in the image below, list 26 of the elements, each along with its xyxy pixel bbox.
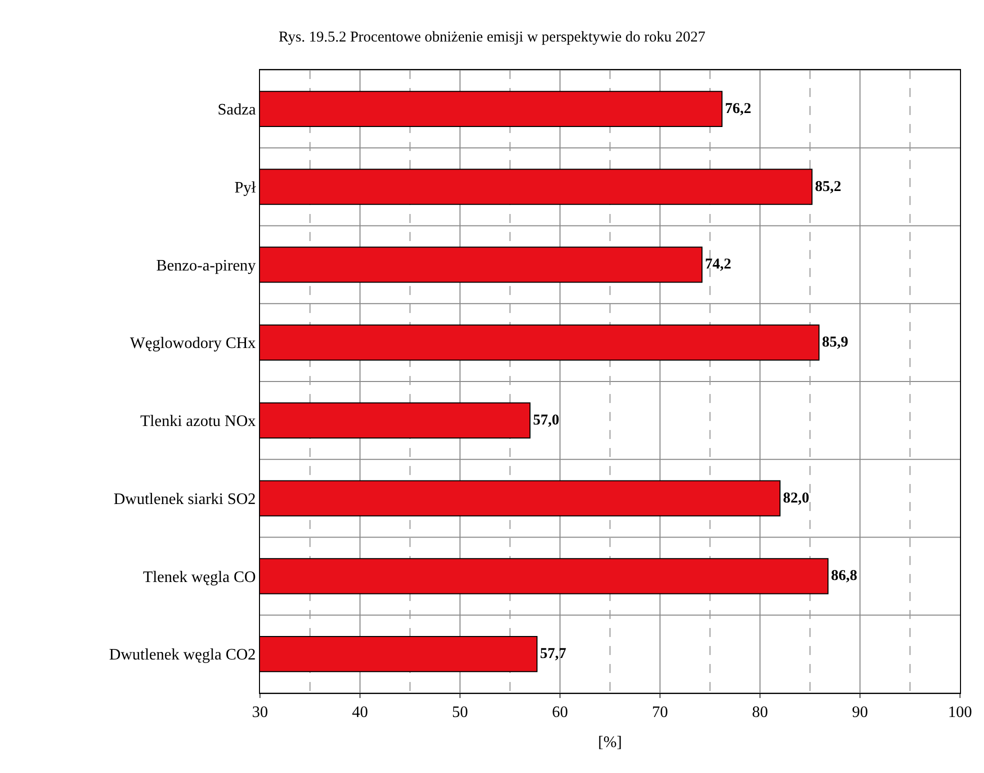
data-label: 86,8 xyxy=(831,568,858,584)
data-label: 57,0 xyxy=(533,412,560,428)
y-tick-label: Sadza xyxy=(218,102,256,119)
x-tick-label: 60 xyxy=(552,704,568,722)
data-label: 57,7 xyxy=(540,646,567,662)
data-label: 74,2 xyxy=(705,256,732,273)
x-tick-label: 50 xyxy=(452,704,468,722)
x-tick-label: 40 xyxy=(352,704,368,722)
x-tick-label: 90 xyxy=(852,704,868,722)
x-tick-label: 100 xyxy=(948,704,972,722)
y-tick-label: Dwutlenek węgla CO2 xyxy=(109,646,256,664)
chart-title: Rys. 19.5.2 Procentowe obniżenie emisji w perspektywie do roku 2027 xyxy=(278,29,706,46)
y-tick-label: Pył xyxy=(234,179,256,196)
x-tick-label: 30 xyxy=(252,704,268,722)
y-tick-label: Węglowodory CHx xyxy=(130,335,256,352)
y-tick-label: Tlenek węgla CO xyxy=(142,568,256,586)
y-tick-label: Dwutlenek siarki SO2 xyxy=(114,490,256,508)
data-label: 85,9 xyxy=(822,334,848,351)
x-tick-label: 80 xyxy=(752,704,768,722)
y-tick-label: Tlenki azotu NOx xyxy=(140,413,256,430)
x-axis-title: [%] xyxy=(598,734,622,751)
data-label: 82,0 xyxy=(783,490,810,506)
data-label: 85,2 xyxy=(815,178,842,195)
y-tick-label: Benzo-a-pireny xyxy=(156,257,256,274)
data-label: 76,2 xyxy=(725,100,752,117)
x-tick-label: 70 xyxy=(652,704,668,722)
